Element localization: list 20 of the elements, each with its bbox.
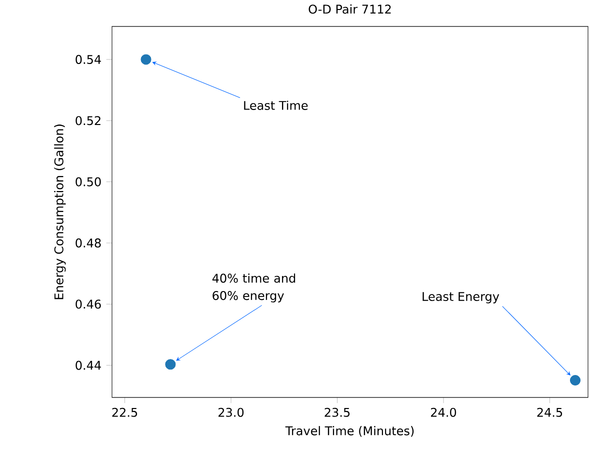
x-tick-label: 23.0	[218, 408, 244, 417]
x-tick-label: 24.5	[537, 408, 562, 417]
y-tick-label: 0.44	[76, 360, 101, 370]
y-tick-label: 0.54	[76, 54, 101, 64]
y-tick-label: 0.46	[76, 299, 101, 308]
annotation: Least Energy	[422, 292, 500, 304]
annotation: 40% time and 60% energy	[212, 273, 296, 302]
point	[570, 374, 581, 386]
point	[140, 54, 152, 65]
y-tick-label: 0.48	[76, 238, 101, 248]
annotation: Least Time	[244, 100, 308, 110]
x-tick-label: 22.5	[112, 408, 138, 417]
y-tick-label: 0.50	[76, 177, 101, 186]
x-axis-title: Travel Time (Minutes)	[285, 426, 414, 437]
y-axis-title: Energy Consumption (Gallon)	[54, 124, 66, 299]
point	[165, 358, 176, 370]
y-tick-label: 0.52	[76, 116, 100, 125]
x-tick-label: 23.5	[324, 408, 350, 417]
x-tick-label: 24.0	[431, 408, 456, 417]
chart-title: O-D Pair 7112	[308, 4, 391, 14]
